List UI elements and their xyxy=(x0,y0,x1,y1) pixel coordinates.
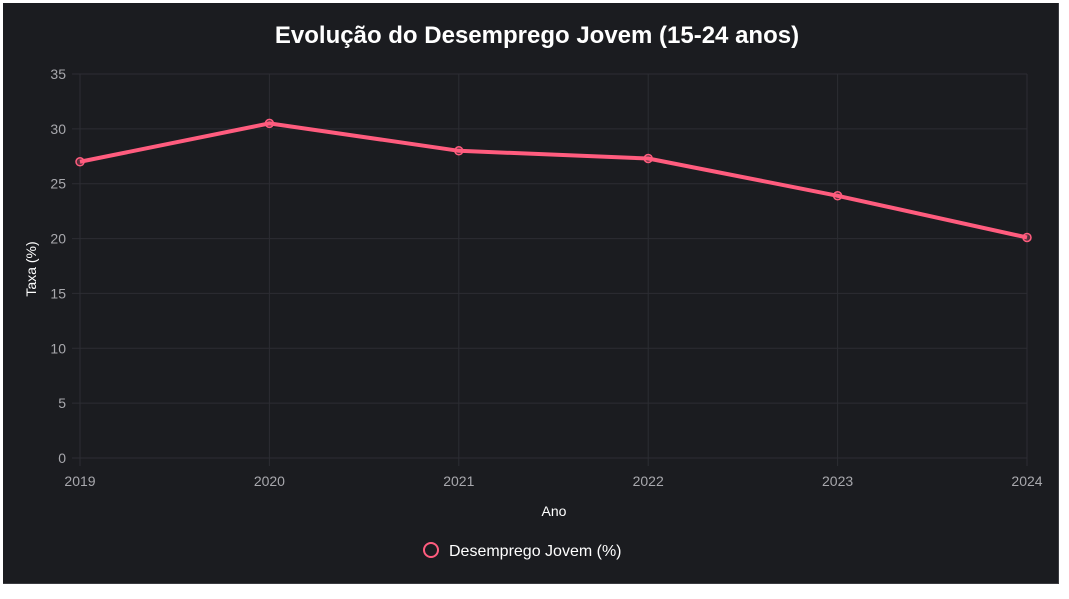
chart-container: Evolução do Desemprego Jovem (15-24 anos… xyxy=(3,3,1059,584)
data-point[interactable] xyxy=(643,153,653,164)
series-line xyxy=(79,121,1028,240)
y-tick-label: 30 xyxy=(50,121,66,137)
data-point[interactable] xyxy=(1022,232,1032,243)
x-tick-label: 2021 xyxy=(443,473,474,489)
line-chart: Evolução do Desemprego Jovem (15-24 anos… xyxy=(23,22,1043,560)
x-tick-label: 2023 xyxy=(822,473,853,489)
x-tick-label: 2022 xyxy=(633,473,664,489)
data-point[interactable] xyxy=(75,157,85,167)
y-axis-label: Taxa (%) xyxy=(23,241,39,296)
y-tick-label: 5 xyxy=(58,395,66,411)
x-tick-label: 2020 xyxy=(254,473,285,489)
y-tick-label: 35 xyxy=(50,66,66,82)
grid xyxy=(72,73,1028,466)
x-tick-label: 2019 xyxy=(64,473,95,489)
legend[interactable]: Desemprego Jovem (%) xyxy=(423,542,622,560)
y-tick-label: 20 xyxy=(50,231,66,247)
y-tick-label: 0 xyxy=(58,450,66,466)
data-point[interactable] xyxy=(264,118,275,129)
x-tick-label: 2024 xyxy=(1011,473,1042,489)
x-axis-label: Ano xyxy=(542,503,567,519)
data-point[interactable] xyxy=(454,146,464,156)
y-tick-label: 25 xyxy=(50,176,66,192)
legend-marker-icon xyxy=(423,542,439,558)
y-tick-label: 10 xyxy=(50,340,66,356)
legend-label: Desemprego Jovem (%) xyxy=(449,543,622,560)
chart-title: Evolução do Desemprego Jovem (15-24 anos… xyxy=(275,22,799,49)
data-point[interactable] xyxy=(832,191,843,201)
y-tick-label: 15 xyxy=(50,285,66,301)
